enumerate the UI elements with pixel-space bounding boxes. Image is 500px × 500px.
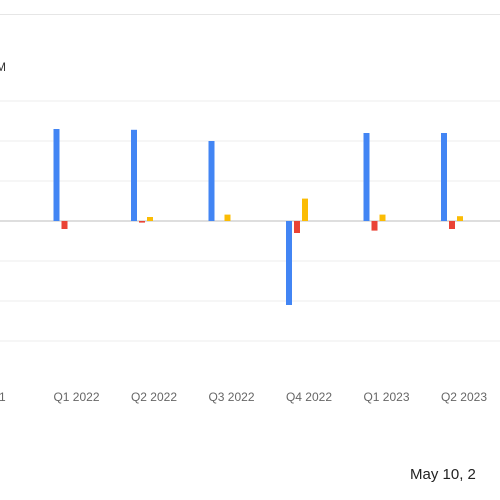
bar-s1-1 (61, 221, 68, 229)
bar-s0-2 (131, 129, 137, 221)
bar-s2-2 (147, 217, 153, 221)
bar-s2-5 (379, 214, 386, 221)
bar-s1-6 (449, 221, 455, 229)
x-tick-label: Q1 2022 (53, 390, 99, 404)
bar-s1-5 (371, 221, 378, 231)
bar-s2-4 (302, 198, 308, 221)
x-tick-label: Q4 2022 (286, 390, 332, 404)
gridlines (0, 100, 500, 342)
x-tick-label: Q3 2022 (208, 390, 254, 404)
x-tick-label: Q2 2022 (131, 390, 177, 404)
date-stamp: May 10, 2 (410, 466, 476, 483)
top-divider (0, 14, 500, 15)
x-tick-label: Q2 2023 (441, 390, 487, 404)
bar-s0-3 (208, 141, 215, 221)
bar-s0-4 (286, 221, 292, 305)
bar-s0-5 (363, 133, 370, 221)
bar-s0-6 (441, 133, 447, 221)
y-unit-label: M (0, 60, 6, 74)
bar-s0-1 (53, 129, 60, 221)
x-tick-label: 21 (0, 390, 6, 404)
bar-s1-2 (139, 221, 145, 223)
x-tick-label: Q1 2023 (363, 390, 409, 404)
bar-s1-4 (294, 221, 300, 233)
bars (53, 129, 463, 305)
bar-s2-3 (224, 214, 231, 221)
x-axis-labels: 21 Q1 2022 Q2 2022 Q3 2022 Q4 2022 Q1 2023 Q2 … (0, 390, 487, 404)
bar-s2-6 (457, 216, 463, 221)
